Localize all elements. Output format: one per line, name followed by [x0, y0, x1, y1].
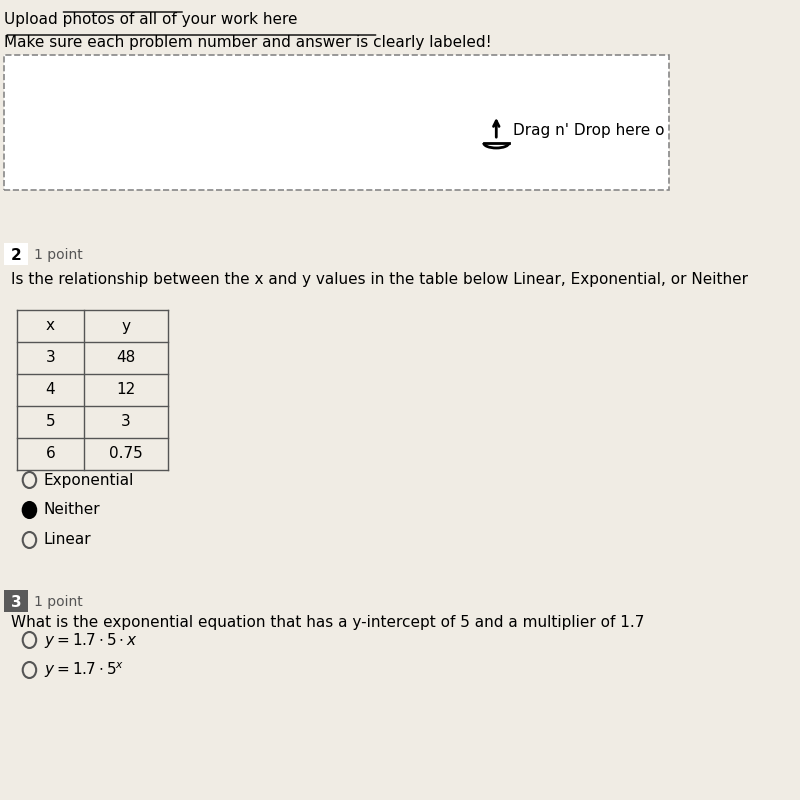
Text: Make sure each problem number and answer is clearly labeled!: Make sure each problem number and answer…	[4, 35, 492, 50]
Text: x: x	[46, 318, 55, 334]
Text: $y = 1.7 \cdot 5^x$: $y = 1.7 \cdot 5^x$	[44, 660, 124, 680]
Text: 12: 12	[117, 382, 136, 398]
Text: What is the exponential equation that has a y-intercept of 5 and a multiplier of: What is the exponential equation that ha…	[11, 615, 644, 630]
Text: 48: 48	[117, 350, 136, 366]
Text: 2: 2	[10, 248, 22, 263]
Bar	[4, 243, 28, 265]
Text: Drag n' Drop here o: Drag n' Drop here o	[513, 123, 665, 138]
Bar	[4, 590, 28, 612]
Text: 5: 5	[46, 414, 55, 430]
Text: Is the relationship between the x and y values in the table below Linear, Expone: Is the relationship between the x and y …	[11, 272, 748, 287]
Text: 1 point: 1 point	[34, 248, 82, 262]
Text: 3: 3	[10, 595, 22, 610]
Text: y: y	[122, 318, 130, 334]
Text: 6: 6	[46, 446, 55, 462]
Text: $y = 1.7 \cdot 5 \cdot x$: $y = 1.7 \cdot 5 \cdot x$	[44, 630, 138, 650]
Text: 3: 3	[122, 414, 131, 430]
Text: Exponential: Exponential	[44, 473, 134, 487]
Text: Linear: Linear	[44, 533, 91, 547]
Text: Upload photos of all of your work here: Upload photos of all of your work here	[4, 12, 298, 27]
Bar	[4, 55, 669, 190]
Text: 3: 3	[46, 350, 55, 366]
Text: 4: 4	[46, 382, 55, 398]
Text: Neither: Neither	[44, 502, 100, 518]
Circle shape	[22, 502, 36, 518]
Text: 0.75: 0.75	[110, 446, 143, 462]
Text: 1 point: 1 point	[34, 595, 82, 609]
